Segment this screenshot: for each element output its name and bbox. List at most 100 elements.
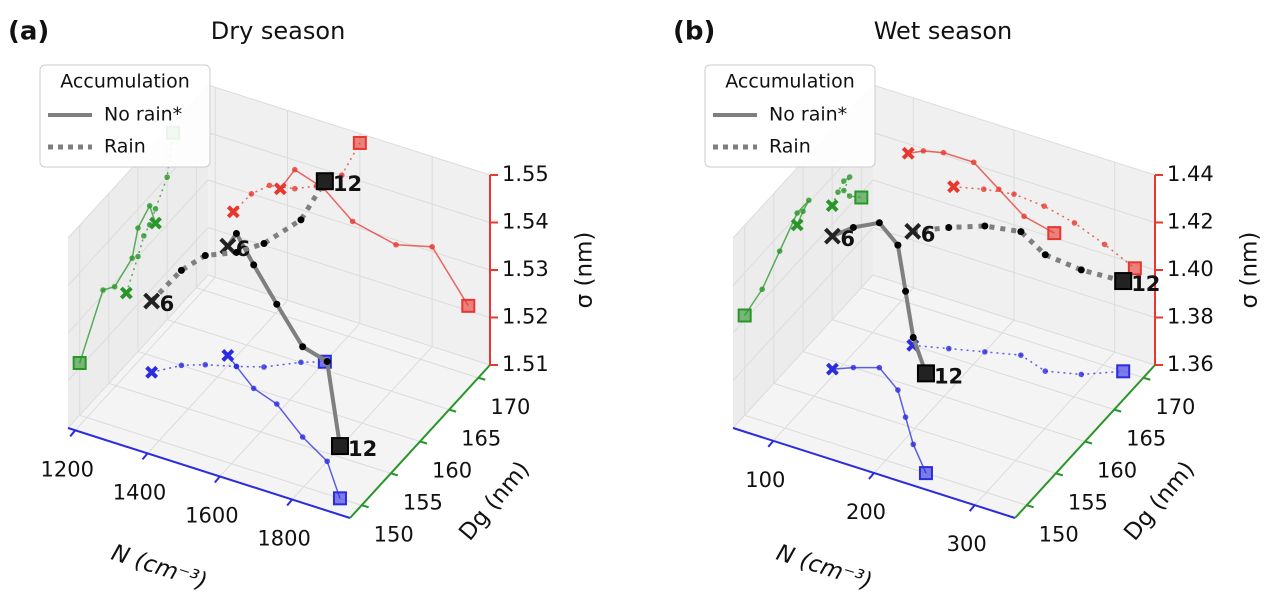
floor-point [250, 385, 257, 392]
end-square [352, 135, 367, 150]
legend-label: Rain [769, 136, 811, 158]
y-tick-label: 170 [490, 395, 530, 419]
floor-point [298, 359, 304, 366]
x-tick-label: 1400 [113, 480, 166, 504]
start-marker [825, 199, 839, 213]
grid-line [732, 274, 874, 429]
grid-line [872, 179, 1156, 271]
grid-line [207, 227, 491, 318]
series-point [232, 229, 240, 237]
back-point [248, 191, 255, 197]
series-point [909, 333, 917, 341]
x-tick-label: 100 [745, 468, 785, 492]
floor-point [895, 387, 901, 393]
start-cross [221, 349, 235, 362]
side-point [146, 221, 153, 228]
side-point [846, 174, 853, 180]
side-point [135, 225, 141, 231]
start-cross [219, 237, 237, 255]
y-tick [1055, 472, 1064, 477]
point-label: 6 [236, 237, 251, 261]
x-tick [286, 498, 293, 507]
series-point [177, 266, 185, 274]
x-axis-label: N (cm⁻³) [108, 540, 210, 593]
floor-point [1018, 352, 1024, 358]
z-tick-label: 1.36 [1167, 352, 1214, 376]
end-square [1127, 261, 1142, 276]
floor-point [910, 441, 917, 448]
back-point [920, 148, 927, 154]
point-label: 6 [921, 222, 936, 246]
y-tick-label: 155 [403, 490, 443, 514]
floor-point [273, 401, 280, 407]
x-tick [868, 472, 875, 480]
side-point [841, 187, 847, 194]
back-point [338, 172, 345, 178]
floor-point [233, 363, 240, 370]
chart-title: Wet season [874, 17, 1013, 45]
end-square [72, 356, 87, 370]
back-point [429, 243, 435, 250]
start-marker [143, 292, 161, 310]
grid-line [207, 132, 491, 223]
back-point [1101, 241, 1108, 248]
grid-line [744, 414, 1027, 506]
y-tick-label: 155 [1068, 490, 1108, 514]
x-axis-label: N (cm⁻³) [773, 540, 875, 593]
grid-line [872, 84, 1156, 176]
point-label: 12 [333, 172, 362, 196]
floor-point [1078, 371, 1085, 378]
y-tick [478, 376, 486, 381]
y-tick [1113, 408, 1122, 413]
legend-box [704, 64, 876, 168]
y-tick [1084, 440, 1093, 445]
z-tick-label: 1.54 [502, 210, 549, 234]
series-point [1017, 228, 1025, 236]
back-point [1041, 203, 1048, 209]
grid-line [207, 179, 491, 271]
start-marker [904, 222, 922, 240]
end-square [330, 437, 349, 456]
x-tick [968, 504, 976, 512]
z-tick-label: 1.44 [1167, 162, 1214, 186]
grid-line [67, 274, 209, 429]
y-tick [361, 504, 369, 509]
end-square [1114, 272, 1133, 291]
back-point [1021, 213, 1027, 220]
legend-title: Accumulation [60, 71, 189, 93]
z-tick-label: 1.53 [502, 257, 549, 281]
floor-point [945, 345, 952, 352]
x-tick [141, 452, 149, 461]
start-cross [273, 182, 287, 196]
y-tick [1143, 376, 1151, 381]
end-square [332, 491, 347, 506]
start-cross [119, 286, 133, 300]
x-tick [69, 429, 76, 437]
grid-line [207, 84, 491, 176]
back-point [393, 241, 399, 248]
start-cross [226, 205, 240, 219]
series-point [1041, 251, 1049, 259]
grid-line [832, 319, 1115, 411]
side-point [129, 255, 135, 261]
series-point [201, 251, 209, 259]
start-cross [904, 222, 922, 240]
start-marker [273, 182, 287, 196]
y-tick-label: 160 [1097, 459, 1137, 483]
y-tick-label: 170 [1155, 395, 1195, 419]
grid-line [773, 382, 1056, 474]
y-tick [390, 472, 399, 477]
floor-point [202, 361, 209, 368]
grid-line [108, 382, 391, 474]
grid-line [79, 414, 362, 506]
floor-point [1042, 368, 1049, 374]
start-marker [119, 286, 133, 300]
panel-label: (a) [8, 17, 49, 47]
start-cross [947, 180, 960, 194]
y-tick [1026, 504, 1034, 509]
floor-point [178, 362, 185, 369]
end-square [854, 190, 869, 205]
side-point [806, 197, 812, 204]
z-tick-label: 1.42 [1167, 210, 1214, 234]
start-marker [149, 216, 162, 230]
